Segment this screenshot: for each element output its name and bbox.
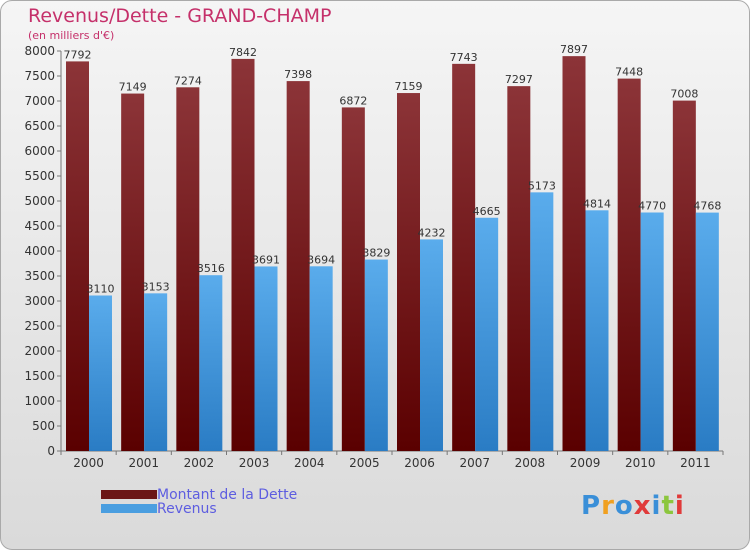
data-label-dette: 7897	[560, 43, 588, 56]
bar-dette	[452, 63, 476, 451]
y-tick-label: 8000	[24, 44, 55, 58]
logo-letter: i	[651, 491, 662, 521]
logo-letter: t	[661, 491, 675, 521]
x-tick-label: 2010	[625, 456, 656, 470]
y-tick-label: 500	[32, 419, 55, 433]
y-tick-label: 4000	[24, 244, 55, 258]
bar-revenus	[364, 259, 388, 451]
y-tick-label: 7000	[24, 94, 55, 108]
bar-dette	[617, 78, 641, 451]
data-labels: 7792 7149 7274 7842 7398 6872 7159 7743 7297 7897…	[64, 43, 722, 295]
data-label-revenus: 4768	[693, 200, 721, 213]
x-tick-label: 2001	[128, 456, 159, 470]
x-tick-label: 2005	[349, 456, 380, 470]
bar-dette	[672, 100, 696, 451]
y-tick-label: 3500	[24, 269, 55, 283]
logo-letter: x	[633, 491, 652, 521]
y-tick-label: 1000	[24, 394, 55, 408]
bar-dette	[231, 58, 255, 452]
chart-title: Revenus/Dette - GRAND-CHAMP	[28, 5, 332, 27]
bar-dette	[507, 86, 531, 452]
data-label-dette: 7274	[174, 74, 202, 87]
legend-swatch-dette	[101, 490, 157, 499]
data-label-revenus: 3691	[252, 253, 280, 266]
bar-revenus	[89, 295, 112, 451]
y-tick-label: 2000	[24, 344, 55, 358]
y-tick-label: 4500	[24, 219, 55, 233]
data-label-dette: 7398	[284, 68, 312, 81]
data-label-dette: 7792	[64, 48, 92, 61]
chart-subtitle: (en milliers d'€)	[28, 29, 115, 42]
bar-revenus	[530, 192, 554, 451]
bar-dette	[562, 56, 586, 452]
data-label-revenus: 4770	[638, 200, 666, 213]
bar-revenus	[309, 266, 333, 451]
bar-revenus	[695, 212, 719, 451]
data-label-dette: 7842	[229, 46, 257, 59]
logo-letter: o	[614, 491, 634, 521]
logo-letter: r	[601, 491, 615, 521]
y-tick-label: 3000	[24, 294, 55, 308]
bar-dette	[286, 81, 310, 451]
data-label-dette: 7448	[615, 66, 643, 79]
data-label-revenus: 3110	[87, 283, 115, 296]
x-tick-label: 2000	[73, 456, 104, 470]
bar-revenus	[420, 239, 443, 451]
y-tick-label: 6000	[24, 144, 55, 158]
x-tick-label: 2011	[680, 456, 711, 470]
y-tick-label: 0	[47, 444, 55, 458]
x-tick-label: 2003	[239, 456, 270, 470]
logo-letter: i	[674, 491, 685, 521]
data-label-dette: 7297	[505, 73, 533, 86]
x-tick-label: 2006	[404, 456, 435, 470]
data-label-revenus: 3694	[307, 253, 335, 266]
bar-revenus	[254, 266, 278, 451]
data-label-revenus: 4814	[583, 197, 611, 210]
y-tick-label: 5000	[24, 194, 55, 208]
bar-dette	[121, 93, 145, 452]
y-tick-label: 6500	[24, 119, 55, 133]
data-label-dette: 7159	[395, 80, 423, 93]
y-tick-label: 1500	[24, 369, 55, 383]
bar-dette	[341, 107, 365, 452]
bar-revenus	[199, 275, 223, 451]
data-label-revenus: 3829	[362, 247, 390, 260]
data-label-dette: 7008	[670, 88, 698, 101]
x-tick-label: 2007	[459, 456, 490, 470]
y-tick-label: 2500	[24, 319, 55, 333]
data-label-revenus: 4665	[473, 205, 501, 218]
data-label-dette: 6872	[339, 94, 367, 107]
bars	[66, 56, 719, 452]
data-label-dette: 7149	[119, 81, 147, 94]
data-label-revenus: 5173	[528, 179, 556, 192]
bar-revenus	[640, 212, 664, 451]
legend-label-dette: Montant de la Dette	[157, 487, 298, 503]
x-tick-label: 2008	[515, 456, 546, 470]
logo-letter: P	[581, 491, 602, 521]
x-tick-label: 2002	[184, 456, 215, 470]
bar-dette	[176, 87, 200, 452]
bar-revenus	[144, 293, 168, 451]
axes: 0 500 1000 1500 2000 2500 3000 3500 4000 4500 5000…	[24, 44, 724, 470]
y-tick-label: 5500	[24, 169, 55, 183]
proxiti-logo: Proxiti	[581, 491, 685, 521]
x-tick-label: 2004	[294, 456, 325, 470]
data-label-revenus: 4232	[418, 226, 446, 239]
legend-swatch-revenus	[101, 504, 157, 513]
data-label-revenus: 3153	[142, 280, 170, 293]
legend-label-revenus: Revenus	[157, 501, 217, 517]
bar-revenus	[585, 210, 609, 451]
x-tick-label: 2009	[570, 456, 601, 470]
bar-revenus	[475, 217, 499, 451]
bar-dette	[66, 61, 89, 452]
data-label-revenus: 3516	[197, 262, 225, 275]
bar-dette	[397, 93, 420, 452]
y-tick-label: 7500	[24, 69, 55, 83]
data-label-dette: 7743	[450, 51, 478, 64]
